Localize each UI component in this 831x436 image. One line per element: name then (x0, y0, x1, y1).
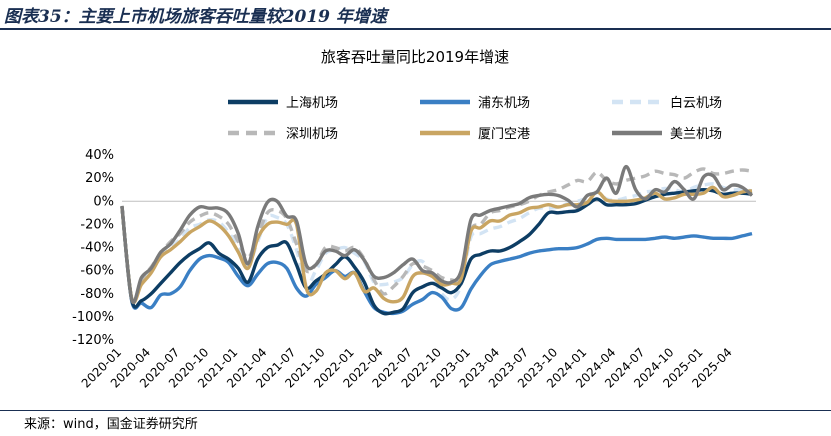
x-axis: 2020-012020-042020-072020-102021-012021-… (79, 345, 735, 390)
y-tick-label: -120% (72, 333, 114, 348)
y-tick-label: -40% (80, 241, 114, 256)
y-tick-label: 40% (85, 148, 114, 163)
legend-label: 白云机场 (670, 95, 722, 111)
series-line-4 (120, 167, 753, 305)
footer-rule (0, 410, 831, 411)
legend-label: 美兰机场 (670, 127, 722, 142)
plot-area (120, 164, 754, 316)
legend-label: 浦东机场 (478, 96, 530, 111)
legend-label: 深圳机场 (286, 127, 338, 142)
chart-title: 旅客吞吐量同比2019年增速 (321, 48, 509, 66)
y-axis: -120% -100% -80% -60% -40% -20% 0% 20% 40% (72, 148, 756, 348)
y-tick-label: -100% (72, 310, 114, 325)
y-tick-label: -80% (80, 287, 114, 302)
source-note: 来源：wind，国金证券研究所 (24, 417, 198, 432)
series-line-2 (120, 206, 753, 316)
y-tick-label: 0% (93, 194, 114, 209)
legend-label: 厦门空港 (478, 127, 530, 142)
series-line-6 (120, 164, 754, 304)
legend-label: 上海机场 (286, 96, 338, 111)
y-tick-label: -20% (80, 217, 114, 232)
title-rule (0, 28, 831, 30)
y-tick-label: 20% (85, 171, 114, 186)
y-tick-label: -60% (80, 264, 114, 279)
figure-title: 图表35：主要上市机场旅客吞吐量较2019 年增速 (4, 7, 387, 27)
